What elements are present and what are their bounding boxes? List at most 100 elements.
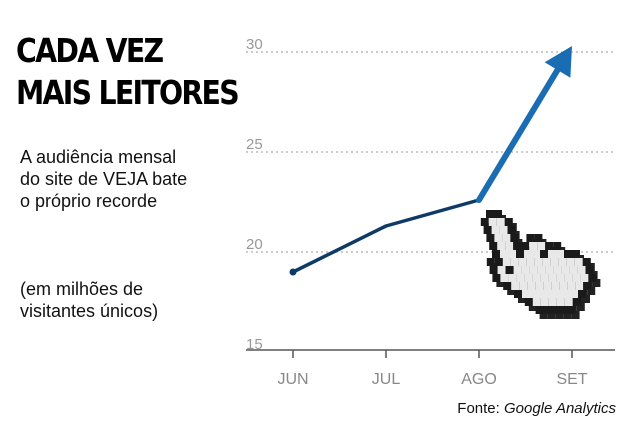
data-point	[289, 268, 297, 276]
hand-pixel	[529, 242, 538, 250]
hand-pixel	[524, 298, 533, 306]
hand-shadow-pixel	[528, 303, 537, 311]
hand-pixel	[502, 234, 511, 242]
hand-pixel	[486, 234, 495, 242]
series-line-jun-ago	[292, 198, 480, 274]
hand-pixel	[556, 298, 565, 306]
hand-pixel	[570, 290, 578, 298]
hand-pixel	[483, 226, 492, 234]
x-tick-label: SET	[556, 371, 587, 388]
hand-pixel	[545, 242, 554, 250]
hand-pixel	[548, 274, 557, 282]
hand-pixel	[553, 242, 562, 250]
hand-pixel	[538, 290, 546, 298]
hand-pixel	[494, 210, 502, 218]
source-name: Google Analytics	[503, 400, 616, 417]
hand-pixel	[524, 274, 533, 282]
hand-pixel	[546, 290, 554, 298]
hand-pixel	[499, 226, 508, 234]
hand-pixel	[505, 242, 514, 250]
hand-pixel	[578, 290, 586, 298]
hand-pixel	[502, 258, 511, 266]
hand-pixel	[527, 282, 536, 290]
hand-pixel	[507, 226, 516, 234]
hand-pixel	[494, 258, 503, 266]
hand-pixel	[530, 290, 538, 298]
hand-pixel	[548, 298, 557, 306]
hand-pixel	[588, 274, 597, 282]
hand-pixel	[516, 274, 525, 282]
series-line-ago-set	[476, 66, 561, 203]
hand-pixel	[526, 258, 535, 266]
hand-pixel	[556, 274, 565, 282]
hand-pixel	[491, 226, 500, 234]
hand-shadow-pixel	[563, 311, 572, 319]
hand-pixel	[551, 282, 560, 290]
hand-pixel	[543, 306, 552, 314]
hand-shadow-pixel	[576, 303, 585, 311]
hand-pixel	[516, 250, 524, 258]
series-layer	[289, 46, 572, 276]
hand-shadow-pixel	[571, 311, 580, 319]
hand-shadow-pixel	[507, 287, 516, 295]
chart-title: CADA VEZ MAIS LEITORES	[16, 30, 240, 114]
pixel-hand-cursor-icon	[480, 210, 601, 319]
hand-pixel	[497, 242, 506, 250]
hand-pixel	[535, 306, 544, 314]
hand-pixel	[503, 282, 512, 290]
hand-pixel	[559, 306, 568, 314]
hand-pixel	[529, 266, 538, 274]
hand-pixel	[556, 250, 564, 258]
y-tick-label: 25	[246, 136, 263, 153]
hand-pixel	[519, 282, 528, 290]
hand-pixel	[574, 258, 583, 266]
hand-pixel	[562, 290, 570, 298]
hand-pixel	[486, 258, 495, 266]
hand-pixel	[508, 274, 517, 282]
hand-pixel	[575, 282, 584, 290]
hand-shadow-pixel	[496, 279, 505, 287]
unit-note: (em milhões de visitantes únicos)	[20, 279, 159, 321]
hand-pixel	[521, 242, 530, 250]
hand-pixel	[543, 282, 552, 290]
hand-pixel	[545, 266, 554, 274]
x-tick-label: JUN	[277, 371, 308, 388]
hand-pixel	[492, 274, 501, 282]
y-tick-label: 15	[246, 336, 263, 353]
hand-pixel	[500, 274, 509, 282]
chart-subtitle: A audiência mensal do site de VEJA bate …	[20, 147, 188, 211]
hand-pixel	[566, 258, 575, 266]
hand-pixel	[532, 274, 541, 282]
hand-shadow-pixel	[555, 311, 564, 319]
y-tick-label: 20	[246, 236, 263, 253]
hand-pixel	[510, 258, 519, 266]
y-tick-label: 30	[246, 36, 263, 53]
hand-pixel	[510, 234, 519, 242]
hand-pixel	[513, 266, 522, 274]
hand-pixel	[572, 274, 581, 282]
hand-pixel	[496, 218, 505, 226]
hand-shadow-pixel	[582, 295, 590, 303]
hand-pixel	[534, 258, 543, 266]
hand-pixel	[580, 274, 589, 282]
hand-pixel	[551, 306, 560, 314]
hand-pixel	[489, 266, 498, 274]
hand-pixel	[585, 266, 594, 274]
hand-pixel	[486, 210, 494, 218]
hand-pixel	[564, 298, 573, 306]
x-axis-ticks: JUN JUL AGO SET	[277, 350, 588, 388]
hand-pixel	[526, 234, 535, 242]
hand-pixel	[572, 250, 580, 258]
hand-pixel	[504, 218, 513, 226]
hand-pixel	[572, 298, 581, 306]
hand-pixel	[514, 290, 522, 298]
hand-pixel	[542, 258, 551, 266]
hand-pixel	[500, 250, 508, 258]
chart-title-line-1: CADA VEZ	[16, 31, 164, 70]
hand-pixel	[494, 234, 503, 242]
hand-pixel	[489, 242, 498, 250]
hand-pixel	[535, 282, 544, 290]
hand-pixel	[567, 282, 576, 290]
hand-shadow-pixel	[539, 311, 548, 319]
